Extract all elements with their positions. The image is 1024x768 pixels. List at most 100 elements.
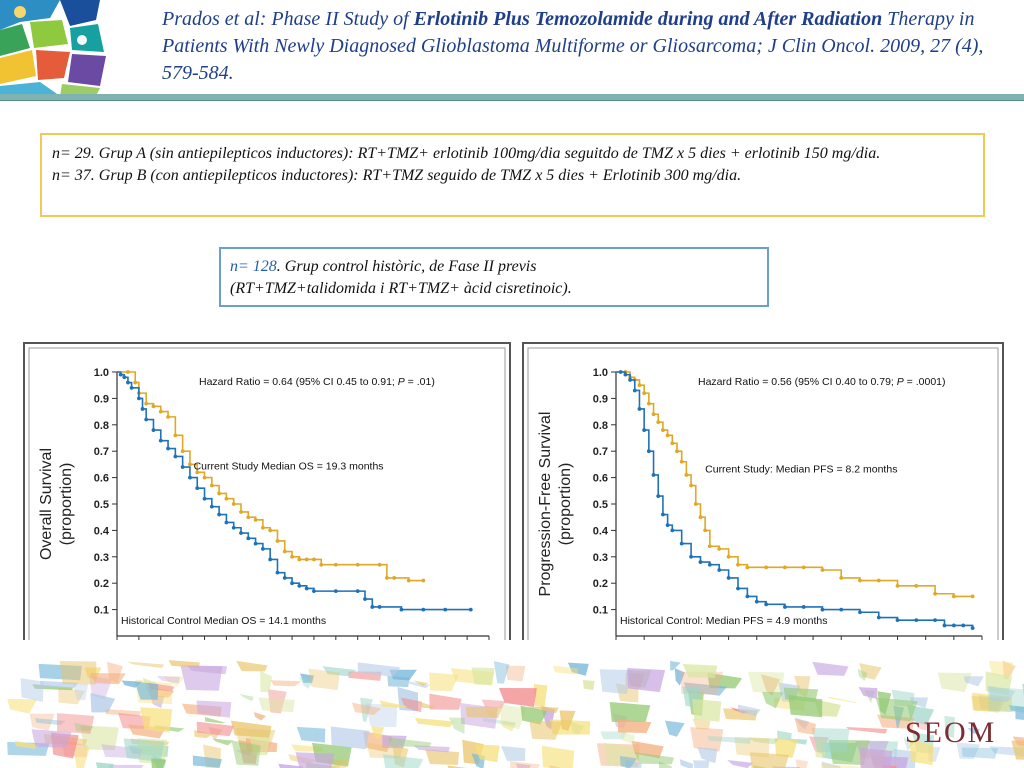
overall-survival-chart: 0.10.20.30.40.50.60.70.80.91.00369121518… — [23, 342, 511, 692]
censor-point-historical-control — [632, 388, 637, 393]
hazard-ratio-annotation: Hazard Ratio = 0.56 (95% CI 0.40 to 0.79… — [698, 376, 946, 388]
censor-point-historical-control — [670, 528, 675, 533]
censor-point-current-study — [231, 502, 236, 506]
censor-point-historical-control — [370, 605, 375, 609]
control-line-1: n= 128. Grup control històric, de Fase I… — [230, 256, 758, 278]
censor-point-current-study — [297, 557, 302, 562]
censor-point-historical-control — [895, 618, 900, 623]
censor-point-current-study — [188, 462, 192, 467]
y-tick-label: 0.9 — [593, 393, 608, 405]
censor-point-current-study — [133, 380, 138, 385]
y-axis-label-line1: Overall Survival — [38, 448, 55, 560]
censor-point-current-study — [679, 459, 684, 464]
censor-point-historical-control — [202, 496, 207, 501]
censor-point-historical-control — [726, 576, 731, 580]
censor-point-historical-control — [914, 618, 919, 623]
censor-point-current-study — [275, 539, 280, 543]
censor-point-current-study — [421, 578, 426, 583]
censor-point-historical-control — [268, 557, 273, 562]
censor-point-historical-control — [275, 570, 280, 575]
censor-point-current-study — [698, 515, 703, 520]
censor-point-current-study — [304, 557, 309, 562]
censor-point-current-study — [914, 583, 919, 588]
censor-point-current-study — [355, 562, 360, 567]
series-line-current-study — [616, 371, 973, 598]
censor-point-historical-control — [443, 607, 448, 612]
censor-point-historical-control — [801, 605, 806, 609]
y-tick-label: 1.0 — [94, 367, 109, 379]
y-tick-label: 0.1 — [593, 605, 608, 617]
hazard-ratio-annotation: Hazard Ratio = 0.64 (95% CI 0.45 to 0.91… — [199, 376, 435, 388]
control-n-prefix: n= — [230, 258, 253, 275]
y-tick-label: 0.6 — [593, 473, 608, 485]
censor-point-current-study — [180, 449, 185, 454]
censor-point-current-study — [801, 565, 806, 570]
censor-point-historical-control — [820, 607, 825, 612]
censor-point-historical-control — [637, 407, 642, 411]
y-tick-label: 0.7 — [94, 446, 109, 458]
treatment-groups-box: n= 29. Grup A (sin antiepilepticos induc… — [40, 133, 985, 217]
series-line-historical-control — [616, 371, 974, 629]
censor-point-historical-control — [623, 372, 628, 377]
censor-point-historical-control — [282, 576, 287, 580]
censor-point-current-study — [166, 414, 170, 419]
censor-point-current-study — [970, 594, 975, 599]
censor-point-historical-control — [188, 475, 192, 480]
censor-point-historical-control — [253, 541, 258, 546]
progression-free-survival-plot: 0.10.20.30.40.50.60.70.80.91.00369121518… — [527, 347, 999, 687]
censor-point-current-study — [151, 404, 156, 409]
censor-point-current-study — [290, 554, 294, 559]
censor-point-historical-control — [217, 512, 222, 517]
censor-point-current-study — [260, 525, 265, 530]
censor-point-historical-control — [246, 536, 251, 541]
censor-point-historical-control — [679, 541, 684, 546]
censor-point-historical-control — [231, 525, 236, 530]
censor-point-current-study — [661, 428, 665, 432]
censor-point-historical-control — [651, 473, 656, 477]
censor-point-historical-control — [661, 512, 665, 517]
censor-point-historical-control — [933, 618, 937, 623]
title-part-0: Prados et al: Phase II Study of — [162, 8, 414, 30]
historical-control-box: n= 128. Grup control històric, de Fase I… — [219, 247, 769, 307]
censor-point-current-study — [406, 578, 411, 583]
censor-point-current-study — [684, 473, 689, 477]
mosaic-logo-image — [0, 0, 118, 96]
censor-point-historical-control — [173, 454, 178, 459]
censor-point-historical-control — [961, 623, 966, 628]
y-tick-label: 0.6 — [94, 473, 109, 485]
mosaic-footer-decoration — [0, 640, 1024, 768]
y-tick-label: 0.1 — [94, 605, 109, 617]
y-tick-label: 0.5 — [94, 499, 109, 511]
censor-point-historical-control — [399, 607, 404, 612]
censor-point-current-study — [333, 562, 338, 567]
censor-point-historical-control — [209, 504, 214, 509]
censor-point-current-study — [312, 557, 316, 562]
censor-point-historical-control — [689, 554, 693, 559]
censor-point-current-study — [951, 594, 956, 599]
current-study-median-annotation: Current Study Median OS = 19.3 months — [194, 461, 384, 473]
censor-point-current-study — [895, 583, 900, 588]
series-line-historical-control — [117, 371, 471, 611]
censor-point-historical-control — [764, 602, 769, 607]
censor-point-current-study — [224, 496, 229, 501]
censor-point-historical-control — [136, 396, 141, 401]
censor-point-current-study — [783, 565, 787, 570]
censor-point-current-study — [707, 544, 712, 549]
censor-point-current-study — [764, 565, 769, 570]
censor-point-current-study — [736, 562, 740, 567]
censor-point-current-study — [377, 562, 382, 567]
censor-point-historical-control — [783, 605, 787, 609]
y-tick-label: 0.9 — [94, 393, 109, 405]
censor-point-historical-control — [707, 562, 712, 567]
censor-point-historical-control — [698, 560, 703, 564]
censor-point-historical-control — [754, 599, 759, 604]
title-part-1: Erlotinib Plus Temozolamide during and A… — [413, 8, 883, 30]
censor-point-historical-control — [333, 589, 338, 594]
censor-point-historical-control — [140, 407, 145, 411]
overall-survival-plot: 0.10.20.30.40.50.60.70.80.91.00369121518… — [28, 347, 506, 687]
group-b-text: n= 37. Grup B (con antiepilepticos induc… — [52, 167, 742, 184]
censor-point-historical-control — [260, 546, 265, 551]
censor-point-current-study — [703, 528, 708, 533]
censor-point-current-study — [933, 591, 937, 596]
censor-point-historical-control — [239, 531, 243, 535]
